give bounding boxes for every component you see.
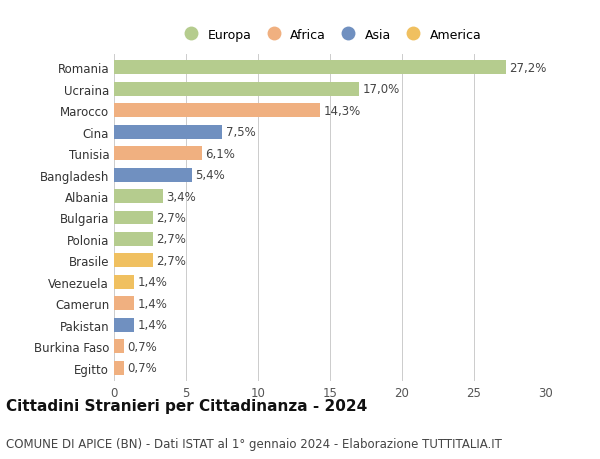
Bar bbox=[114, 125, 222, 139]
Bar bbox=[114, 318, 134, 332]
Text: 14,3%: 14,3% bbox=[323, 104, 361, 118]
Bar bbox=[114, 104, 320, 118]
Bar bbox=[114, 190, 163, 203]
Text: COMUNE DI APICE (BN) - Dati ISTAT al 1° gennaio 2024 - Elaborazione TUTTITALIA.I: COMUNE DI APICE (BN) - Dati ISTAT al 1° … bbox=[6, 437, 502, 450]
Legend: Europa, Africa, Asia, America: Europa, Africa, Asia, America bbox=[179, 29, 481, 42]
Bar bbox=[114, 61, 506, 75]
Text: Cittadini Stranieri per Cittadinanza - 2024: Cittadini Stranieri per Cittadinanza - 2… bbox=[6, 398, 367, 413]
Text: 3,4%: 3,4% bbox=[167, 190, 196, 203]
Text: 1,4%: 1,4% bbox=[138, 297, 167, 310]
Bar bbox=[114, 361, 124, 375]
Text: 2,7%: 2,7% bbox=[157, 233, 187, 246]
Bar bbox=[114, 233, 153, 246]
Text: 5,4%: 5,4% bbox=[196, 168, 225, 182]
Bar bbox=[114, 147, 202, 161]
Bar bbox=[114, 297, 134, 311]
Text: 1,4%: 1,4% bbox=[138, 276, 167, 289]
Text: 0,7%: 0,7% bbox=[128, 362, 157, 375]
Text: 1,4%: 1,4% bbox=[138, 319, 167, 332]
Bar bbox=[114, 83, 359, 96]
Bar bbox=[114, 254, 153, 268]
Text: 7,5%: 7,5% bbox=[226, 126, 256, 139]
Bar bbox=[114, 340, 124, 353]
Bar bbox=[114, 168, 192, 182]
Text: 17,0%: 17,0% bbox=[362, 83, 400, 96]
Text: 27,2%: 27,2% bbox=[509, 62, 547, 74]
Text: 2,7%: 2,7% bbox=[157, 212, 187, 224]
Bar bbox=[114, 275, 134, 289]
Bar bbox=[114, 211, 153, 225]
Text: 6,1%: 6,1% bbox=[205, 147, 235, 160]
Text: 2,7%: 2,7% bbox=[157, 254, 187, 268]
Text: 0,7%: 0,7% bbox=[128, 340, 157, 353]
